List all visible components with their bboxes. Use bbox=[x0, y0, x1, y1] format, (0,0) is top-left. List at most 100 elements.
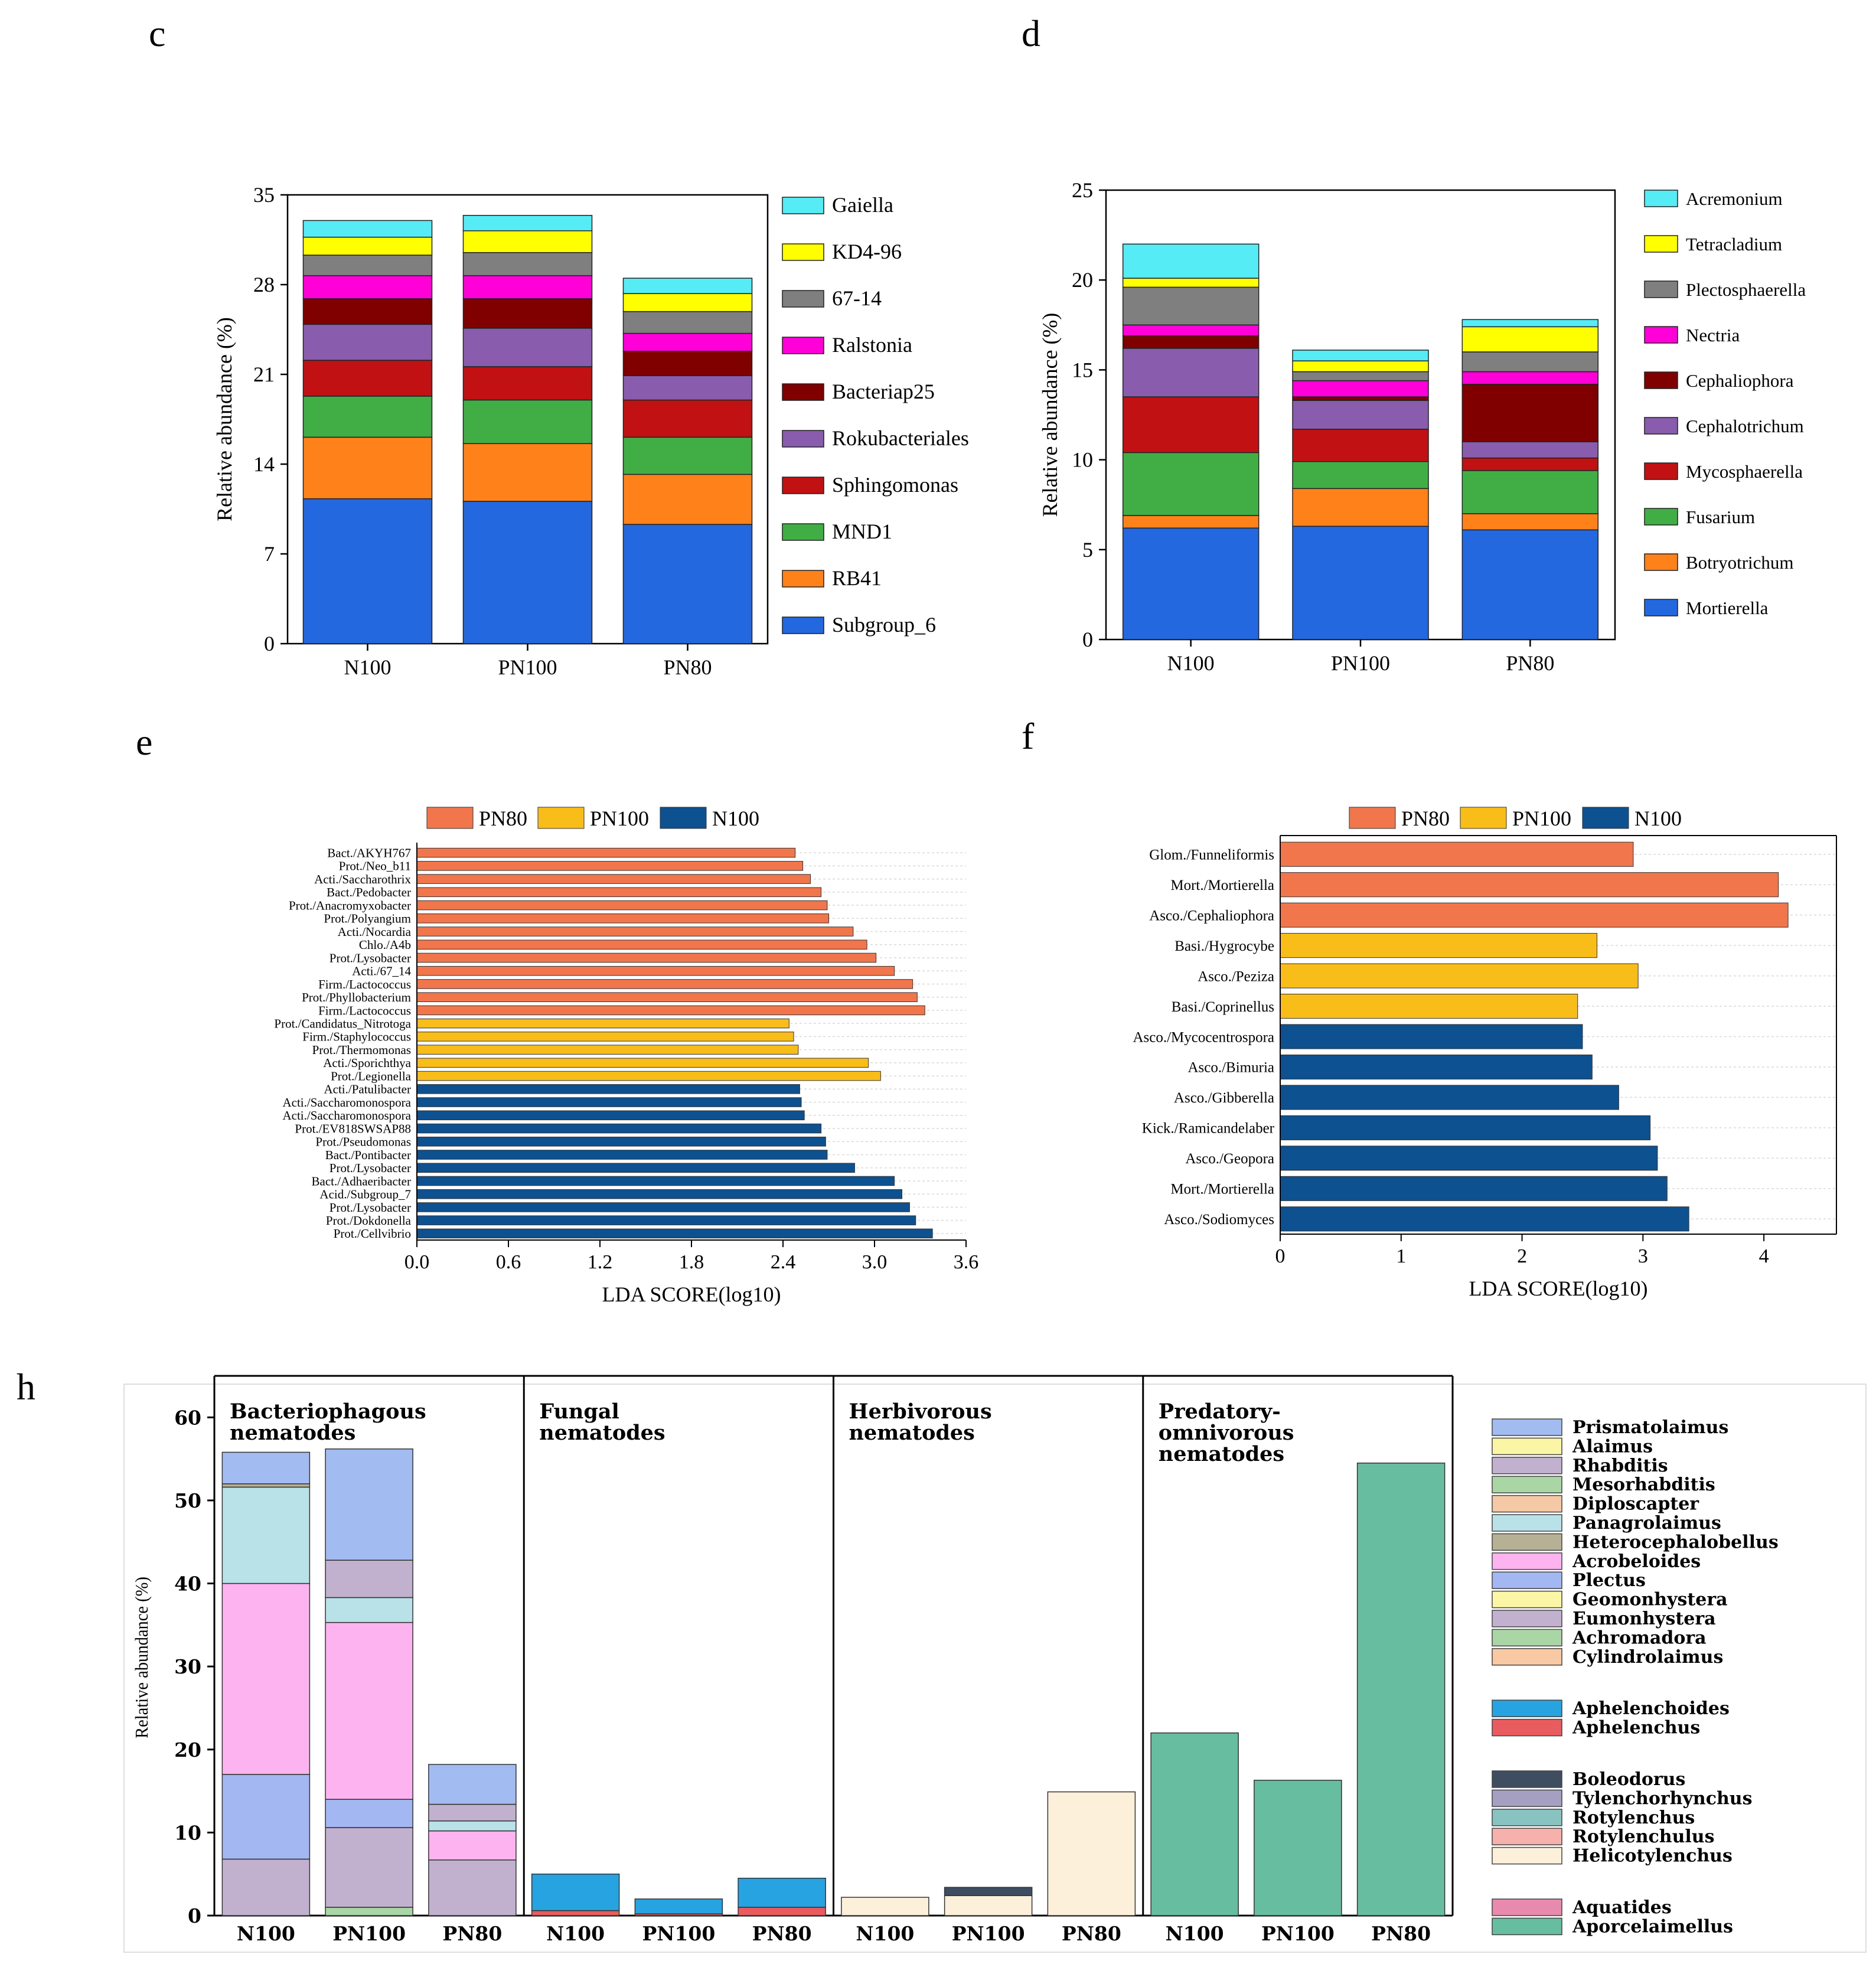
legend-label-eumonhystera: Eumonhystera bbox=[1572, 1609, 1716, 1629]
x-tick-label: N100 bbox=[237, 1922, 295, 1945]
bar-segment-gaiella-pn80 bbox=[622, 278, 753, 294]
x-tick-label: PN100 bbox=[1261, 1922, 1335, 1945]
lda-bar-prot-pseudomonas bbox=[416, 1136, 826, 1147]
legend-label-aporcelaimellus: Aporcelaimellus bbox=[1572, 1916, 1733, 1937]
panel-label-c: c bbox=[149, 12, 165, 54]
group-title-herbivorous-nematodes: nematodes bbox=[849, 1421, 975, 1445]
lda-bar-label: Basi./Hygrocybe bbox=[1174, 938, 1274, 954]
y-tick-label: 14 bbox=[253, 452, 275, 476]
bar-segment-cephaliophora-pn100 bbox=[1292, 396, 1429, 401]
lda-bar-glom-funneliformis bbox=[1280, 841, 1634, 867]
bar-segment-aphelenchus-pn80 bbox=[738, 1907, 826, 1916]
legend-swatch-plectus bbox=[1492, 1571, 1562, 1589]
lda-bar-bact-akyh767 bbox=[416, 847, 796, 858]
x-tick-label: 0 bbox=[1275, 1245, 1286, 1267]
bar-segment-eumonhystera-pn100 bbox=[325, 1827, 413, 1908]
legend-label-n100: N100 bbox=[1634, 807, 1682, 830]
lda-bar-asco-geopora bbox=[1280, 1146, 1658, 1171]
bar-segment-67-14-pn80 bbox=[622, 311, 753, 334]
y-tick-label: 15 bbox=[1072, 358, 1093, 381]
bar-segment-eumonhystera-pn80 bbox=[428, 1859, 517, 1916]
lda-bar-prot-cellvibrio bbox=[416, 1228, 933, 1239]
x-tick-label: PN100 bbox=[642, 1922, 715, 1945]
legend-label-cephaliophora: Cephaliophora bbox=[1686, 370, 1794, 391]
lda-bar-acid-subgroup-7 bbox=[416, 1189, 902, 1199]
lda-bar-label: Acti./Saccharomonospora bbox=[282, 1095, 411, 1110]
bar-segment-plectus-pn100 bbox=[325, 1799, 413, 1828]
legend-swatch-aphelenchoides bbox=[1492, 1699, 1562, 1717]
bar-segment-rhabditis-pn100 bbox=[325, 1560, 413, 1598]
bar-segment-sphingomonas-pn80 bbox=[622, 399, 753, 438]
legend-swatch-diploscapter bbox=[1492, 1495, 1562, 1513]
legend-label-plectus: Plectus bbox=[1572, 1570, 1646, 1591]
lda-bar-bact-pontibacter bbox=[416, 1150, 828, 1160]
lda-bar-label: Mort./Mortierella bbox=[1170, 877, 1274, 893]
bar-segment-rokubacteriales-n100 bbox=[302, 324, 433, 361]
lda-bar-label: Prot./Thermomonas bbox=[312, 1043, 411, 1057]
bar-segment-gaiella-pn100 bbox=[462, 214, 593, 231]
bar-segment-gaiella-n100 bbox=[302, 220, 433, 238]
bar-segment-acrobeloides-pn100 bbox=[325, 1622, 413, 1800]
lda-bar-label: Bact./Pedobacter bbox=[327, 885, 411, 899]
bar-segment-bacteriap25-n100 bbox=[302, 298, 433, 325]
bar-segment-botryotrichum-n100 bbox=[1122, 515, 1260, 529]
bar-segment-botryotrichum-pn100 bbox=[1292, 488, 1429, 527]
x-tick-label: PN80 bbox=[442, 1922, 502, 1945]
legend-swatch-cephaliophora bbox=[1644, 371, 1678, 389]
legend-swatch-mycosphaerella bbox=[1644, 462, 1678, 480]
lda-bar-prot-dokdonella bbox=[416, 1215, 916, 1225]
lda-bar-label: Firm./Lactococcus bbox=[318, 977, 411, 991]
group-title-fungal-nematodes: Fungal bbox=[539, 1399, 619, 1424]
x-tick-label: PN100 bbox=[498, 655, 557, 679]
legend-swatch-panagrolaimus bbox=[1492, 1514, 1562, 1532]
legend-swatch-mesorhabditis bbox=[1492, 1476, 1562, 1493]
x-tick-label: N100 bbox=[1166, 1922, 1224, 1945]
legend-swatch-bacteriap25 bbox=[782, 383, 824, 401]
x-tick-label: PN100 bbox=[952, 1922, 1025, 1945]
y-tick-label: 35 bbox=[253, 183, 275, 207]
legend-label-acremonium: Acremonium bbox=[1686, 188, 1783, 209]
lda-bar-asco-peziza bbox=[1280, 963, 1639, 988]
lda-bar-label: Acti./Nocardia bbox=[338, 925, 412, 939]
x-tick-label: PN80 bbox=[752, 1922, 812, 1945]
bar-segment-subgroup-6-pn100 bbox=[462, 501, 593, 644]
lda-bar-acti-nocardia bbox=[416, 926, 854, 937]
legend-label-pn100: PN100 bbox=[1512, 807, 1571, 830]
lda-bar-bact-pedobacter bbox=[416, 887, 822, 898]
bar-segment-aporcelaimellus-pn100 bbox=[1254, 1780, 1342, 1916]
legend-label-pn100: PN100 bbox=[590, 807, 649, 830]
bar-segment-kd4-96-n100 bbox=[302, 236, 433, 256]
bar-segment-plectosphaerella-pn80 bbox=[1461, 351, 1599, 373]
lda-bar-kick-ramicandelaber bbox=[1280, 1115, 1651, 1140]
legend-swatch-achromadora bbox=[1492, 1629, 1562, 1647]
y-tick-label: 10 bbox=[174, 1821, 201, 1844]
legend-swatch-rotylenchus bbox=[1492, 1809, 1562, 1826]
lda-bar-label: Prot./Candidatus_Nitrotoga bbox=[274, 1017, 411, 1031]
bar-segment-bacteriap25-pn80 bbox=[622, 351, 753, 376]
bar-segment-ralstonia-pn80 bbox=[622, 332, 753, 352]
legend-swatch-rotylenchulus bbox=[1492, 1828, 1562, 1845]
lda-bar-label: Bact./AKYH767 bbox=[327, 846, 411, 860]
group-title-fungal-nematodes: nematodes bbox=[539, 1421, 665, 1445]
legend-label-boleodorus: Boleodorus bbox=[1572, 1769, 1685, 1790]
legend-swatch-gaiella bbox=[782, 197, 824, 214]
bar-segment-boleodorus-pn100 bbox=[944, 1887, 1033, 1897]
bar-segment-mortierella-pn80 bbox=[1461, 529, 1599, 640]
legend-swatch-n100 bbox=[660, 807, 707, 829]
x-axis-label: LDA SCORE(log10) bbox=[602, 1283, 781, 1306]
lda-bar-prot-lysobacter bbox=[416, 1163, 855, 1173]
legend-swatch-sphingomonas bbox=[782, 477, 824, 494]
bar-segment-helicotylenchus-n100 bbox=[841, 1897, 929, 1916]
chart-f-fungal-lefse: Glom./Funneliformis Mort./Mortierella Asco… bbox=[1133, 807, 1837, 1300]
bar-segment-rb41-pn100 bbox=[462, 443, 593, 502]
y-tick-label: 10 bbox=[1072, 448, 1093, 472]
legend-label-cylindrolaimus: Cylindrolaimus bbox=[1572, 1647, 1723, 1668]
legend-label-67-14: 67-14 bbox=[832, 286, 882, 310]
legend-label-acrobeloides: Acrobeloides bbox=[1572, 1551, 1701, 1572]
bar-segment-eumonhystera-n100 bbox=[221, 1858, 311, 1916]
legend-swatch-67-14 bbox=[782, 290, 824, 308]
legend-swatch-rhabditis bbox=[1492, 1457, 1562, 1474]
lda-bar-asco-sodiomyces bbox=[1280, 1206, 1689, 1232]
legend-label-alaimus: Alaimus bbox=[1572, 1436, 1653, 1457]
lda-bar-label: Asco./Sodiomyces bbox=[1164, 1212, 1274, 1228]
